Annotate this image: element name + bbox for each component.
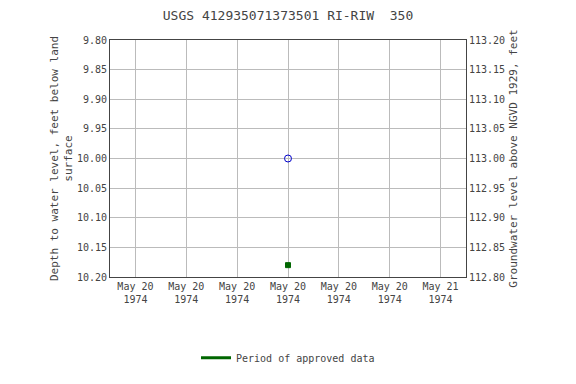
svg-text:10.10: 10.10	[77, 212, 107, 223]
svg-text:Depth to water level, feet bel: Depth to water level, feet below landsur…	[48, 36, 75, 281]
svg-text:113.05: 113.05	[469, 123, 505, 134]
svg-text:9.95: 9.95	[83, 123, 107, 134]
svg-text:113.10: 113.10	[469, 94, 505, 105]
svg-text:10.00: 10.00	[77, 153, 107, 164]
svg-text:113.15: 113.15	[469, 64, 505, 75]
svg-text:9.80: 9.80	[83, 35, 107, 46]
svg-text:May 201974: May 201974	[219, 281, 255, 305]
svg-text:112.85: 112.85	[469, 242, 505, 253]
svg-text:9.90: 9.90	[83, 94, 107, 105]
svg-text:112.95: 112.95	[469, 183, 505, 194]
svg-text:May 201974: May 201974	[372, 281, 408, 305]
svg-text:10.15: 10.15	[77, 242, 107, 253]
svg-text:May 201974: May 201974	[321, 281, 357, 305]
svg-text:113.20: 113.20	[469, 35, 505, 46]
svg-text:9.85: 9.85	[83, 64, 107, 75]
svg-text:May 201974: May 201974	[117, 281, 153, 305]
svg-text:112.90: 112.90	[469, 212, 505, 223]
svg-text:112.80: 112.80	[469, 272, 505, 283]
svg-text:May 211974: May 211974	[423, 281, 459, 305]
svg-text:USGS 412935071373501 RI-RIW 3: USGS 412935071373501 RI-RIW 350	[163, 8, 413, 23]
svg-text:10.20: 10.20	[77, 272, 107, 283]
svg-text:Period of approved data: Period of approved data	[236, 353, 374, 364]
svg-text:113.00: 113.00	[469, 153, 505, 164]
svg-text:May 201974: May 201974	[270, 281, 306, 305]
svg-text:May 201974: May 201974	[168, 281, 204, 305]
svg-text:10.05: 10.05	[77, 183, 107, 194]
svg-text:Groundwater level above NGVD 1: Groundwater level above NGVD 1929, feet	[507, 29, 520, 287]
